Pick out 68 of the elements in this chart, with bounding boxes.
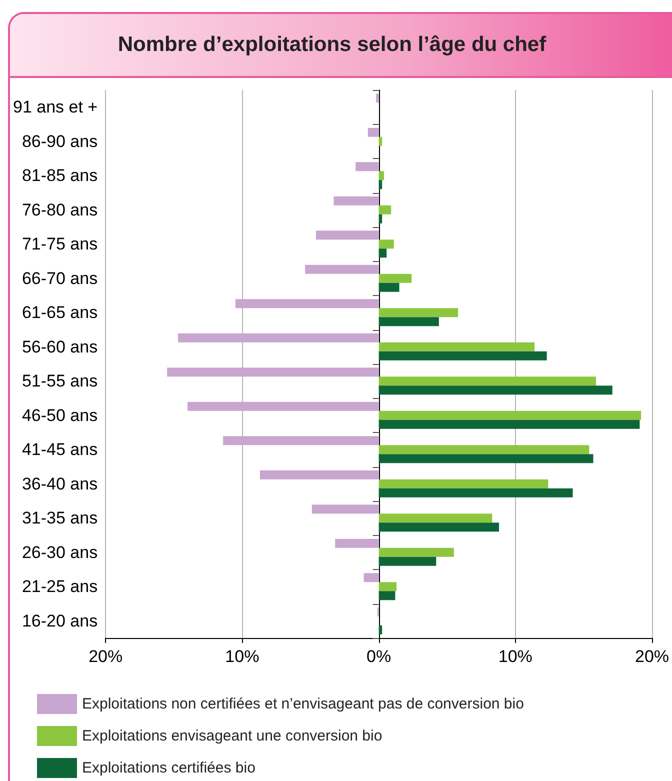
bar [378,625,382,634]
bar [378,248,387,258]
bar [335,538,379,548]
bar [378,214,382,224]
bar [364,573,379,582]
x-tick-label: 10% [225,647,260,666]
bar [376,94,379,103]
bar [316,230,379,240]
bar [378,548,454,557]
legend-label: Exploitations non certifiées et n’envisageant pas de conversion bio [82,696,524,712]
bar [378,205,392,214]
bar [378,556,436,566]
bar [378,454,594,464]
bar [378,582,397,592]
bar [167,368,379,377]
bar [378,410,642,420]
x-tick-label: 0% [366,647,392,666]
bar [305,264,379,274]
y-tick-label: 71-75 ans [22,234,98,254]
bar [312,504,379,514]
bar [378,308,458,318]
bar [378,282,400,292]
bar [378,171,384,180]
bar [368,128,379,137]
y-tick-label: 81-85 ans [22,166,98,186]
y-tick-label: 46-50 ans [22,406,98,425]
y-tick-label: 91 ans et + [13,98,98,117]
y-tick-label: 41-45 ans [22,440,98,460]
y-tick-label: 61-65 ans [22,303,98,322]
bar [378,136,382,146]
bar [334,196,379,206]
bar [378,240,394,249]
bar [188,402,379,411]
bar [378,180,382,190]
bar [378,342,535,352]
y-tick-label: 56-60 ans [22,337,98,356]
bar [378,445,590,454]
bar [378,351,547,360]
bar [378,479,548,488]
chart-title: Nombre d’exploitations selon l’âge du chef [10,14,672,78]
x-tick-label: 20% [634,647,670,666]
y-tick-label: 21-25 ans [22,577,98,596]
bar [378,591,396,600]
y-tick-label: 31-35 ans [22,508,98,528]
y-tick-label: 36-40 ans [22,474,98,494]
y-tick-label: 51-55 ans [22,372,98,391]
bar [378,386,612,395]
bar [378,274,412,283]
bar [378,514,492,523]
y-tick-label: 66-70 ans [22,268,98,288]
bar [378,522,500,532]
x-tick-label: 10% [498,647,532,666]
legend-label: Exploitations envisageant une conversion bio [82,728,382,744]
bar [378,317,439,326]
bar [235,299,379,308]
bar [378,420,640,429]
bar [356,162,379,172]
bar [223,436,379,446]
y-tick-label: 86-90 ans [22,132,98,151]
y-tick-label: 76-80 ans [22,200,98,220]
bar [378,488,573,498]
bar [260,470,379,480]
bar [378,376,596,386]
y-tick-label: 26-30 ans [22,542,98,562]
legend-label: Exploitations certifiées bio [82,760,256,776]
y-tick-label: 16-20 ans [22,611,98,630]
bar [178,333,379,342]
x-tick-label: 20% [88,647,123,666]
